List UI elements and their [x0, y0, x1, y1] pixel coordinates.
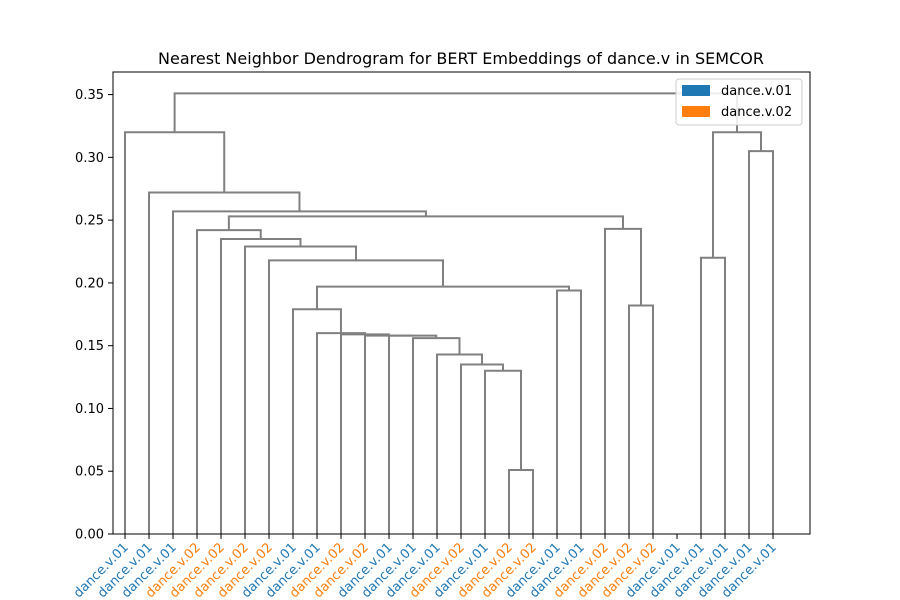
dendrogram-link-16 [196, 229, 262, 534]
legend-label-dance-v-02: dance.v.02 [721, 105, 792, 120]
chart-title: Nearest Neighbor Dendrogram for BERT Emb… [158, 49, 764, 68]
dendrogram-link-24 [748, 150, 774, 534]
x-axis: dance.v.01dance.v.01dance.v.01dance.v.02… [71, 534, 780, 600]
y-tick-label-0: 0.00 [75, 528, 104, 543]
dendrogram-link-8 [340, 333, 390, 534]
y-axis: 0.00 0.05 0.10 0.15 0.20 0.25 0.30 0.35 [75, 88, 113, 543]
dendrogram-link-17 [628, 304, 654, 534]
dendrogram-links [124, 92, 774, 534]
dendrogram-link-25 [712, 131, 762, 258]
y-tick-label-2: 0.10 [75, 402, 104, 417]
dendrogram-link-21 [148, 191, 301, 534]
dendrogram-link-7 [364, 334, 413, 534]
dendrogram-link-2 [484, 369, 522, 534]
y-tick-label-5: 0.25 [75, 214, 104, 229]
dendrogram-link-23 [700, 256, 726, 534]
dendrogram-link-14 [244, 245, 357, 534]
dendrogram-link-15 [220, 237, 302, 534]
y-tick-label-3: 0.15 [75, 339, 104, 354]
legend-label-dance-v-01: dance.v.01 [721, 84, 792, 99]
dendrogram-link-18 [604, 227, 642, 534]
dendrogram-link-1 [508, 468, 534, 534]
dendrogram-link-11 [556, 289, 582, 534]
dendrogram-link-26 [173, 92, 738, 133]
dendrogram-link-3 [460, 363, 504, 534]
dendrogram-link-13 [268, 259, 444, 534]
legend: dance.v.01 dance.v.02 [675, 78, 803, 126]
y-tick-label-1: 0.05 [75, 465, 104, 480]
dendrogram-link-12 [315, 285, 570, 310]
dendrogram-link-4 [436, 353, 483, 534]
legend-swatch-dance-v-02 [682, 106, 710, 117]
y-tick-label-6: 0.30 [75, 151, 104, 166]
dendrogram-link-22 [124, 131, 226, 534]
y-tick-label-7: 0.35 [75, 88, 104, 103]
plot-frame [112, 71, 811, 535]
legend-swatch-dance-v-01 [682, 85, 710, 96]
y-tick-label-4: 0.20 [75, 276, 104, 291]
dendrogram-link-19 [227, 215, 624, 231]
